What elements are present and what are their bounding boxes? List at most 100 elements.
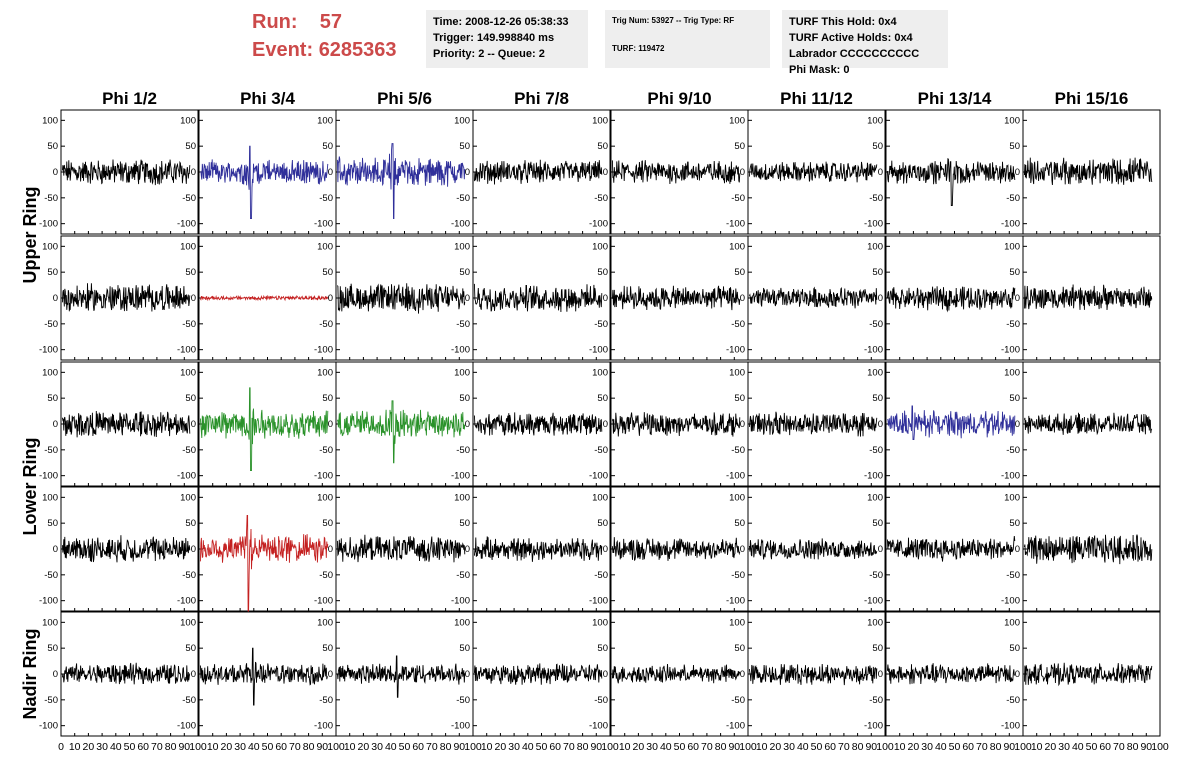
event-row: Event: 6285363 xyxy=(252,36,397,64)
waveform-trace xyxy=(1023,412,1153,436)
y-tick-label: 0 xyxy=(878,419,883,430)
y-tick-label: 50 xyxy=(597,643,608,654)
waveform-trace xyxy=(61,535,191,563)
y-tick-label: -100 xyxy=(864,721,883,732)
y-tick-label: 100 xyxy=(180,241,196,252)
waveform-trace xyxy=(200,145,329,219)
y-tick-label: 100 xyxy=(454,115,470,126)
x-tick-label: 70 xyxy=(701,741,713,753)
y-tick-label: 100 xyxy=(317,492,333,503)
y-tick-label: 100 xyxy=(42,617,58,628)
y-tick-label: -50 xyxy=(319,319,333,330)
y-tick-label: -50 xyxy=(44,445,58,456)
y-tick-label: 50 xyxy=(872,267,883,278)
labrador-text: Labrador CCCCCCCCCC xyxy=(789,48,920,60)
y-tick-label: -100 xyxy=(864,345,883,356)
y-tick-label: 100 xyxy=(317,367,333,378)
y-tick-label: 50 xyxy=(734,141,745,152)
y-tick-label: 100 xyxy=(729,617,745,628)
x-tick-label: 10 xyxy=(619,741,631,753)
x-tick-label: 40 xyxy=(1072,741,1084,753)
trigger-text: Trigger: 149.998840 ms xyxy=(433,32,555,44)
y-tick-label: 0 xyxy=(328,544,333,555)
y-tick-label: -50 xyxy=(319,695,333,706)
y-tick-label: 0 xyxy=(603,293,608,304)
y-tick-label: 100 xyxy=(180,617,196,628)
column-header: Phi 3/4 xyxy=(240,89,295,108)
x-tick-label: 100 xyxy=(464,741,482,753)
x-tick-label: 50 xyxy=(1086,741,1098,753)
x-tick-label: 100 xyxy=(1014,741,1032,753)
x-tick-label: 50 xyxy=(536,741,548,753)
y-tick-label: -50 xyxy=(456,695,470,706)
y-tick-label: 0 xyxy=(53,669,58,680)
y-tick-label: -100 xyxy=(726,596,745,607)
x-tick-label: 70 xyxy=(151,741,163,753)
y-tick-label: -100 xyxy=(177,471,196,482)
x-tick-label: 80 xyxy=(440,741,452,753)
y-tick-label: 100 xyxy=(867,115,883,126)
waveform-trace xyxy=(336,534,466,563)
x-tick-label: 60 xyxy=(962,741,974,753)
waveform-trace xyxy=(336,143,466,219)
x-tick-label: 10 xyxy=(894,741,906,753)
y-tick-label: -50 xyxy=(869,193,883,204)
y-tick-label: -50 xyxy=(319,193,333,204)
y-tick-label: -100 xyxy=(314,219,333,230)
x-tick-label: 60 xyxy=(412,741,424,753)
column-header: Phi 7/8 xyxy=(514,89,569,108)
y-tick-label: 100 xyxy=(592,115,608,126)
y-tick-label: -50 xyxy=(1006,570,1020,581)
x-tick-label: 10 xyxy=(344,741,356,753)
y-tick-label: -100 xyxy=(726,345,745,356)
y-tick-label: 100 xyxy=(42,115,58,126)
y-tick-label: 100 xyxy=(454,617,470,628)
x-tick-label: 30 xyxy=(371,741,383,753)
waveform-trace xyxy=(611,663,741,684)
y-tick-label: 100 xyxy=(867,241,883,252)
y-tick-label: 0 xyxy=(603,419,608,430)
y-tick-label: 0 xyxy=(191,293,196,304)
y-tick-label: 50 xyxy=(322,141,333,152)
x-tick-label: 60 xyxy=(1099,741,1111,753)
y-tick-label: 0 xyxy=(465,293,470,304)
waveform-trace xyxy=(336,655,466,698)
column-header: Phi 9/10 xyxy=(647,89,711,108)
run-row: Run: 57 xyxy=(252,8,397,36)
y-tick-label: 0 xyxy=(328,669,333,680)
y-tick-label: 100 xyxy=(42,241,58,252)
x-tick-label: 90 xyxy=(316,741,328,753)
y-tick-label: -50 xyxy=(1006,445,1020,456)
x-tick-label: 40 xyxy=(110,741,122,753)
y-tick-label: 0 xyxy=(53,419,58,430)
y-tick-label: 0 xyxy=(53,544,58,555)
trigger-info-box: Time: 2008-12-26 05:38:33 Trigger: 149.9… xyxy=(426,10,588,68)
turf-active-holds-text: TURF Active Holds: 0x4 xyxy=(789,32,913,44)
y-tick-label: -50 xyxy=(44,319,58,330)
y-tick-label: -50 xyxy=(182,319,196,330)
y-tick-label: 50 xyxy=(185,518,196,529)
y-tick-label: 100 xyxy=(42,492,58,503)
y-tick-label: 50 xyxy=(872,518,883,529)
y-tick-label: -50 xyxy=(319,445,333,456)
y-tick-label: -50 xyxy=(731,445,745,456)
waveform-trace xyxy=(199,387,329,471)
y-tick-label: 0 xyxy=(740,419,745,430)
x-tick-label: 40 xyxy=(660,741,672,753)
x-tick-label: 40 xyxy=(248,741,260,753)
y-tick-label: 50 xyxy=(459,393,470,404)
y-tick-label: 100 xyxy=(592,367,608,378)
x-tick-label: 10 xyxy=(481,741,493,753)
y-tick-label: 100 xyxy=(180,115,196,126)
waveform-trace xyxy=(61,410,191,438)
waveform-trace xyxy=(748,411,878,437)
y-tick-label: 50 xyxy=(185,643,196,654)
y-tick-label: 0 xyxy=(603,544,608,555)
x-tick-label: 100 xyxy=(601,741,619,753)
x-tick-label: 60 xyxy=(137,741,149,753)
x-tick-label: 70 xyxy=(1113,741,1125,753)
y-tick-label: 100 xyxy=(454,241,470,252)
y-tick-label: -50 xyxy=(182,445,196,456)
y-tick-label: 0 xyxy=(191,167,196,178)
